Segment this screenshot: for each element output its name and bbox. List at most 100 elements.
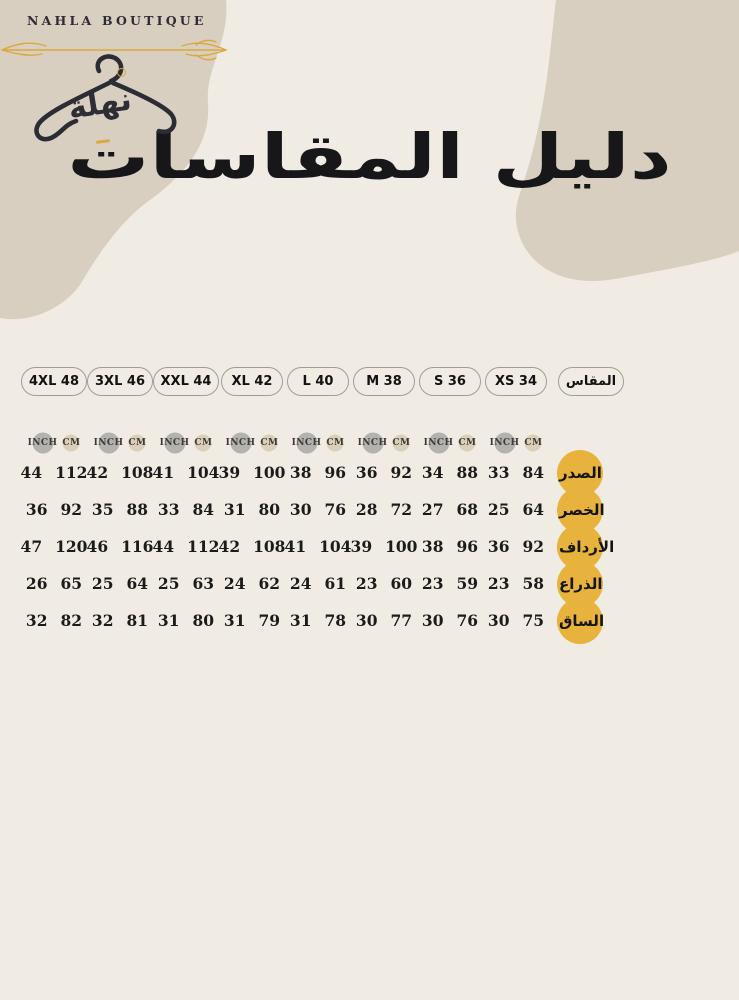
value-cell: 31 80 [219, 500, 285, 519]
unit-header-cell: INCH CM [219, 436, 285, 450]
value-cell: 36 92 [351, 463, 417, 482]
measurement-label-cell: الأرداف [549, 523, 633, 570]
value-cell: 28 72 [351, 500, 417, 519]
inch-value: 23 [421, 574, 444, 593]
inch-value: 31 [289, 611, 312, 630]
cm-value: 108 [253, 537, 286, 556]
value-cell: 35 88 [87, 500, 153, 519]
cm-value: 84 [192, 500, 215, 519]
value-cell: 24 62 [219, 574, 285, 593]
inch-value: 44 [20, 463, 43, 482]
cm-value: 88 [126, 500, 149, 519]
inch-value: 36 [355, 463, 378, 482]
inch-value: 33 [487, 463, 510, 482]
inch-unit-chip: INCH [489, 437, 520, 448]
value-cell: 39 100 [219, 463, 286, 482]
gold-ring-ornament [117, 68, 126, 77]
value-cell: 31 78 [285, 611, 351, 630]
inch-value: 30 [355, 611, 378, 630]
measurement-label-cell: الصدر [549, 449, 633, 496]
inch-value: 41 [152, 463, 175, 482]
value-cell: 33 84 [153, 500, 219, 519]
cm-value: 96 [456, 537, 479, 556]
unit-header-cell: INCH CM [417, 436, 483, 450]
cm-value: 92 [522, 537, 545, 556]
value-cell: 33 84 [483, 463, 549, 482]
inch-value: 25 [157, 574, 180, 593]
measurement-label: الصدر [559, 463, 602, 482]
table-row: 47 120 46 116 44 112 42 108 41 104 39 100 38 96 36 92 ال… [21, 523, 633, 570]
value-cell: 44 112 [20, 463, 88, 482]
size-table: INCH CM INCH CM INCH CM INCH CM INCH CM INCH CM INCH… [20, 431, 633, 644]
inch-unit-chip: INCH [225, 437, 256, 448]
cm-value: 100 [253, 463, 286, 482]
cm-value: 78 [324, 611, 347, 630]
cm-value: 72 [390, 500, 413, 519]
inch-value: 23 [355, 574, 378, 593]
size-pill-3xl-46: 3XL 46 [87, 367, 153, 396]
cm-value: 65 [60, 574, 83, 593]
measurement-label: الأرداف [559, 537, 615, 556]
inch-value: 32 [91, 611, 114, 630]
value-cell: 41 104 [285, 537, 352, 556]
value-cell: 36 92 [21, 500, 87, 519]
unit-header-cell: INCH CM [483, 436, 549, 450]
value-cell: 32 81 [87, 611, 153, 630]
size-pill-m-38: M 38 [353, 367, 415, 396]
inch-value: 42 [218, 537, 241, 556]
label-gold-circle [557, 597, 603, 644]
size-pill-row: 4XL 48 3XL 46 XXL 44 XL 42 L 40 M 38 S 36 XS 34… [21, 367, 633, 396]
cm-value: 75 [522, 611, 545, 630]
cm-value: 96 [324, 463, 347, 482]
cm-value: 58 [522, 574, 545, 593]
size-pill-xxl-44: XXL 44 [152, 367, 220, 396]
value-cell: 46 116 [87, 537, 154, 556]
cm-value: 108 [121, 463, 154, 482]
cm-value: 63 [192, 574, 215, 593]
inch-unit-chip: INCH [93, 437, 124, 448]
value-cell: 30 76 [417, 611, 483, 630]
inch-unit-chip: INCH [291, 437, 322, 448]
table-row: 44 112 42 108 41 104 39 100 38 96 36 92 34 88 33 84 الصد… [20, 449, 633, 496]
value-cell: 24 61 [285, 574, 351, 593]
size-pill-xs-34: XS 34 [485, 367, 547, 396]
inch-value: 30 [289, 500, 312, 519]
measurement-label-cell: الخصر [549, 486, 633, 533]
cm-value: 76 [456, 611, 479, 630]
inch-value: 26 [25, 574, 48, 593]
inch-value: 36 [487, 537, 510, 556]
inch-value: 31 [223, 500, 246, 519]
size-column-header-pill: المقاس [557, 367, 625, 396]
value-cell: 31 79 [219, 611, 285, 630]
inch-unit-chip: INCH [159, 437, 190, 448]
cm-value: 68 [456, 500, 479, 519]
inch-value: 31 [223, 611, 246, 630]
unit-header-cell: INCH CM [351, 436, 417, 450]
cm-unit-chip: CM [194, 437, 213, 448]
cm-unit-chip: CM [260, 437, 279, 448]
size-pill-s-36: S 36 [419, 367, 481, 396]
table-row: 26 65 25 64 25 63 24 62 24 61 23 60 23 59 23 58 الذراع [21, 560, 633, 607]
cm-value: 82 [60, 611, 83, 630]
top-right-blob [515, 0, 739, 281]
inch-value: 30 [421, 611, 444, 630]
value-cell: 47 120 [21, 537, 88, 556]
size-pill-4xl-48: 4XL 48 [21, 367, 87, 396]
unit-header-cell: INCH CM [153, 436, 219, 450]
table-row: 36 92 35 88 33 84 31 80 30 76 28 72 27 68 25 64 الخصر [21, 486, 633, 533]
cm-value: 104 [187, 463, 220, 482]
cm-value: 77 [390, 611, 413, 630]
inch-value: 39 [350, 537, 373, 556]
cm-unit-chip: CM [128, 437, 147, 448]
inch-value: 38 [421, 537, 444, 556]
inch-value: 30 [487, 611, 510, 630]
cm-value: 92 [60, 500, 83, 519]
cm-value: 92 [390, 463, 413, 482]
brand-name: NAHLA BOUTIQUE [27, 13, 207, 28]
cm-value: 64 [126, 574, 149, 593]
unit-header-row: INCH CM INCH CM INCH CM INCH CM INCH CM INCH CM INCH… [21, 431, 633, 454]
cm-value: 120 [55, 537, 88, 556]
cm-value: 84 [522, 463, 545, 482]
cm-value: 116 [121, 537, 154, 556]
